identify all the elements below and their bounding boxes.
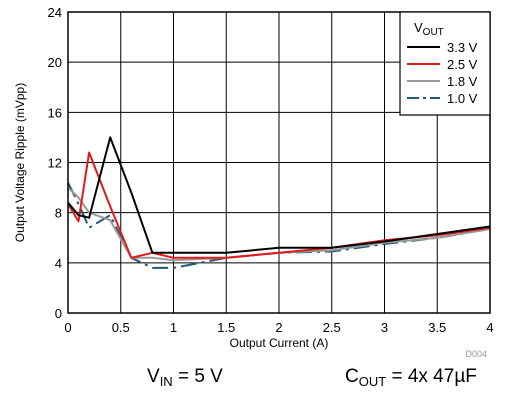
x-tick-label: 4 (486, 320, 493, 335)
y-tick-label: 24 (48, 5, 62, 20)
x-tick-label: 0.5 (112, 320, 130, 335)
x-tick-label: 2.5 (323, 320, 341, 335)
legend-label: 3.3 V (447, 40, 478, 55)
x-tick-label: 1.5 (217, 320, 235, 335)
y-tick-label: 4 (55, 256, 62, 271)
cout-caption-sub: OUT (358, 374, 387, 389)
y-tick-label: 20 (48, 55, 62, 70)
x-tick-label: 3 (381, 320, 388, 335)
legend-label: 1.8 V (447, 74, 478, 89)
vin-caption-main: V (147, 366, 160, 387)
legend-label: 1.0 V (447, 91, 478, 106)
figure-id-label: D004 (465, 349, 487, 359)
series-line (67, 136, 491, 254)
vin-caption-sub: IN (159, 374, 173, 389)
cout-caption: COUT = 4x 47µF (345, 366, 477, 389)
y-axis-label: Output Voltage Ripple (mVpp) (13, 83, 27, 242)
y-tick-label: 16 (48, 105, 62, 120)
vin-caption-rest: = 5 V (172, 366, 223, 387)
vin-caption: VIN = 5 V (147, 366, 223, 389)
y-tick-label: 8 (55, 206, 62, 221)
x-tick-label: 3.5 (428, 320, 446, 335)
series-line (67, 182, 491, 269)
cout-caption-main: C (345, 366, 359, 387)
y-tick-label: 0 (55, 306, 62, 321)
legend-label: 2.5 V (447, 57, 478, 72)
plot-border (67, 11, 491, 314)
x-tick-label: 0 (64, 320, 71, 335)
series-line (67, 151, 491, 259)
x-axis-label: Output Current (A) (230, 336, 329, 350)
legend-title: VOUT (414, 20, 444, 38)
x-tick-label: 1 (170, 320, 177, 335)
x-tick-label: 2 (275, 320, 282, 335)
y-tick-label: 12 (48, 156, 62, 171)
series-line (67, 186, 491, 262)
cout-caption-rest: = 4x 47µF (386, 366, 477, 387)
